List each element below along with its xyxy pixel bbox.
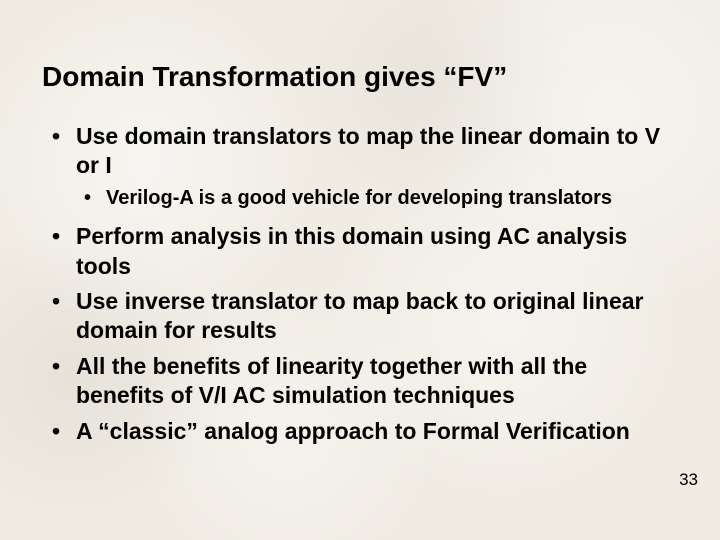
slide-container: Domain Transformation gives “FV” Use dom… — [0, 0, 720, 540]
list-item: A “classic” analog approach to Formal Ve… — [42, 417, 678, 446]
list-item: Verilog-A is a good vehicle for developi… — [76, 186, 678, 212]
list-item: Perform analysis in this domain using AC… — [42, 222, 678, 281]
bullet-text: All the benefits of linearity together w… — [76, 353, 587, 408]
bullet-text: Use domain translators to map the linear… — [76, 123, 660, 178]
sub-bullet-list: Verilog-A is a good vehicle for developi… — [76, 186, 678, 212]
sub-bullet-text: Verilog-A is a good vehicle for developi… — [106, 187, 612, 209]
list-item: Use domain translators to map the linear… — [42, 122, 678, 212]
list-item: All the benefits of linearity together w… — [42, 352, 678, 411]
slide-title: Domain Transformation gives “FV” — [42, 60, 678, 94]
page-number: 33 — [679, 470, 698, 490]
list-item: Use inverse translator to map back to or… — [42, 287, 678, 346]
bullet-text: Use inverse translator to map back to or… — [76, 288, 644, 343]
bullet-list: Use domain translators to map the linear… — [42, 122, 678, 447]
bullet-text: Perform analysis in this domain using AC… — [76, 223, 627, 278]
bullet-text: A “classic” analog approach to Formal Ve… — [76, 418, 630, 444]
